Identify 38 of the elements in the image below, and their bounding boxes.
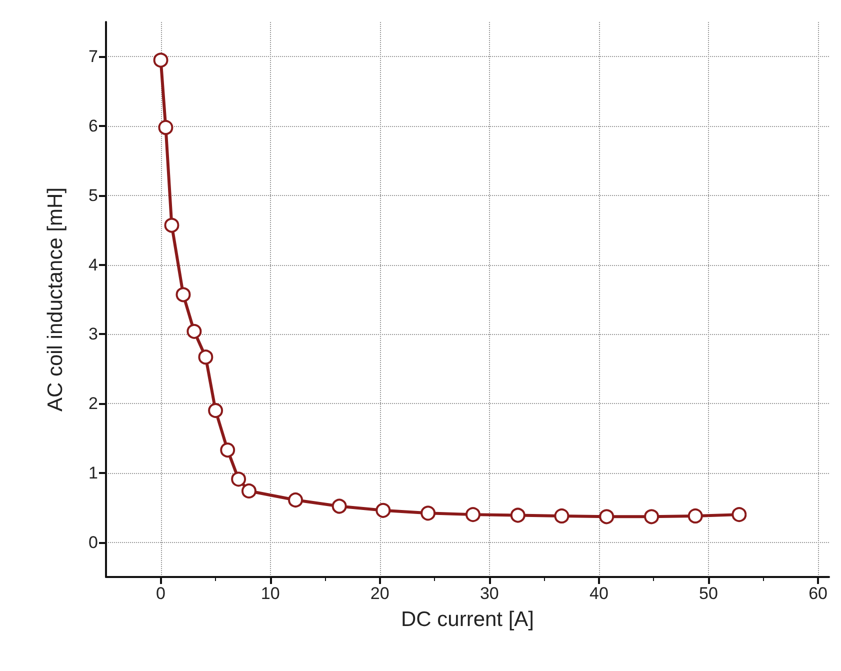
x-tick-label: 10 <box>260 584 280 603</box>
x-tick-label: 40 <box>589 584 608 603</box>
point <box>288 492 304 508</box>
point <box>420 506 436 521</box>
y-tick-label: 6 <box>88 116 98 136</box>
y-tick-label: 2 <box>88 394 98 414</box>
point <box>376 502 391 518</box>
point <box>599 509 614 524</box>
point <box>164 218 180 233</box>
point <box>332 498 347 514</box>
point <box>688 508 703 524</box>
y-tick-label: 4 <box>88 255 98 274</box>
y-tick-label: 5 <box>88 186 98 205</box>
x-tick-label: 0 <box>156 584 166 603</box>
point <box>220 442 236 458</box>
point <box>208 403 224 418</box>
point <box>732 507 747 522</box>
x-axis-title: DC current [A] <box>400 608 534 631</box>
point <box>644 509 660 524</box>
x-tick-label: 20 <box>370 584 390 603</box>
x-tick-label: 50 <box>699 584 718 603</box>
y-tick-label: 1 <box>88 463 98 482</box>
y-tick-label: 7 <box>88 47 98 66</box>
point <box>153 52 168 68</box>
y-tick-label: 0 <box>88 532 98 552</box>
point <box>231 472 246 487</box>
point <box>241 483 256 498</box>
point <box>176 287 191 302</box>
y-tick-label: 3 <box>88 324 98 344</box>
point <box>465 507 480 522</box>
point <box>186 324 202 339</box>
x-tick-label: 30 <box>480 584 499 603</box>
point <box>158 120 174 135</box>
y-axis-title: AC coil inductance [mH] <box>44 187 67 412</box>
point <box>510 508 526 523</box>
point <box>198 350 214 365</box>
x-tick-label: 60 <box>808 584 828 603</box>
point <box>554 508 570 524</box>
